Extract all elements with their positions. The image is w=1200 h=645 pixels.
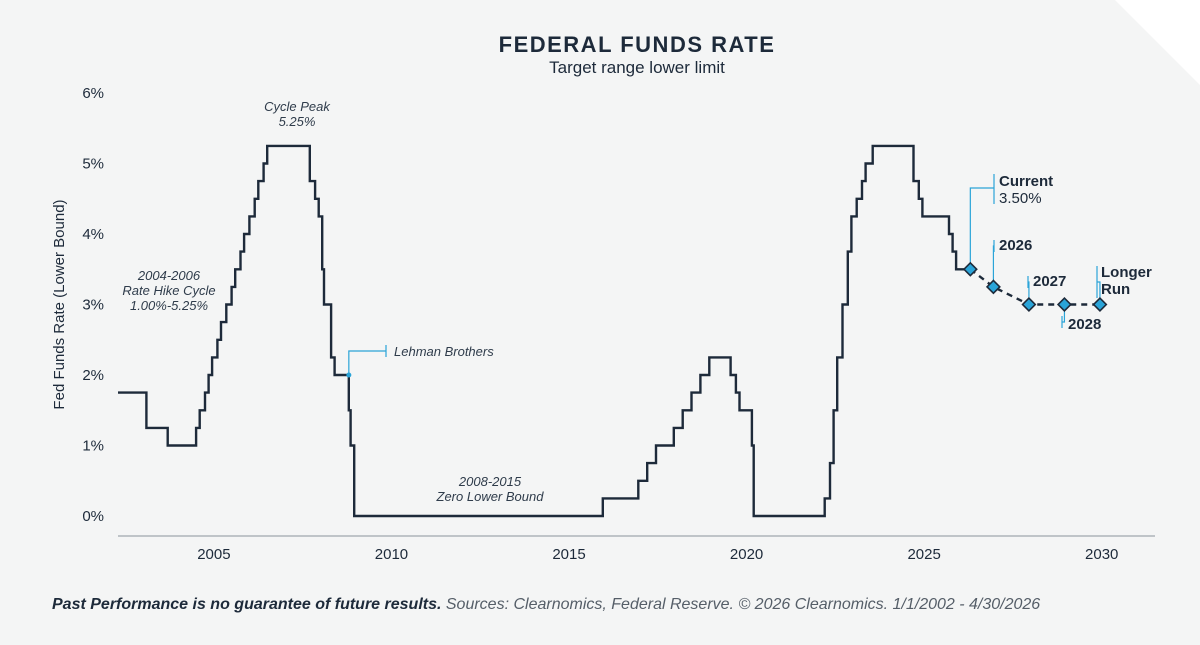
annotation-text: 1.00%-5.25% — [130, 298, 208, 313]
marker-label: Current — [999, 173, 1053, 190]
y-axis-label: Fed Funds Rate (Lower Bound) — [51, 199, 68, 409]
y-tick-label: 0% — [82, 508, 104, 525]
fed-funds-line — [118, 144, 971, 518]
footer: Past Performance is no guarantee of futu… — [52, 596, 1040, 614]
marker-label: Longer — [1101, 264, 1152, 281]
y-tick-label: 1% — [82, 438, 104, 455]
annotation-text: Lehman Brothers — [394, 344, 494, 359]
marker-label: 2028 — [1068, 316, 1101, 333]
annotation-text: Zero Lower Bound — [436, 489, 545, 504]
marker-diamond — [1092, 297, 1108, 312]
marker-label: 2026 — [999, 237, 1032, 254]
marker-label: Run — [1101, 281, 1130, 298]
marker-diamond — [962, 261, 978, 277]
y-tick-label: 3% — [82, 297, 104, 314]
x-tick-label: 2030 — [1085, 546, 1118, 563]
annotation-text: Rate Hike Cycle — [122, 283, 215, 298]
marker-diamond — [1021, 297, 1037, 312]
annotation-text: Cycle Peak — [264, 99, 331, 114]
y-tick-label: 4% — [82, 226, 104, 243]
marker-label: 2027 — [1033, 273, 1066, 290]
corner-decoration — [1115, 0, 1200, 85]
lehman-dot — [346, 372, 352, 378]
chart-subtitle: Target range lower limit — [549, 58, 725, 77]
annotation-text: 2004-2006 — [137, 268, 201, 283]
x-tick-label: 2020 — [730, 546, 763, 563]
marker-value-label: 3.50% — [999, 190, 1042, 207]
footer-disclaimer: Past Performance is no guarantee of futu… — [52, 596, 442, 613]
annotation-text: 5.25% — [279, 114, 316, 129]
lehman-callout-line — [348, 350, 386, 375]
marker-callout-line — [969, 187, 994, 270]
annotation-text: 2008-2015 — [458, 474, 522, 489]
x-tick-label: 2005 — [197, 546, 230, 563]
y-tick-label: 6% — [82, 85, 104, 102]
marker-diamond — [985, 279, 1001, 295]
y-tick-label: 2% — [82, 367, 104, 384]
y-tick-label: 5% — [82, 156, 104, 173]
marker-diamond — [1056, 297, 1072, 312]
x-tick-label: 2025 — [907, 546, 940, 563]
marker-callout-line — [1097, 281, 1101, 305]
footer-sources: Sources: Clearnomics, Federal Reserve. ©… — [441, 596, 1041, 613]
x-tick-label: 2015 — [552, 546, 585, 563]
chart-title: FEDERAL FUNDS RATE — [498, 32, 776, 57]
x-tick-label: 2010 — [375, 546, 408, 563]
